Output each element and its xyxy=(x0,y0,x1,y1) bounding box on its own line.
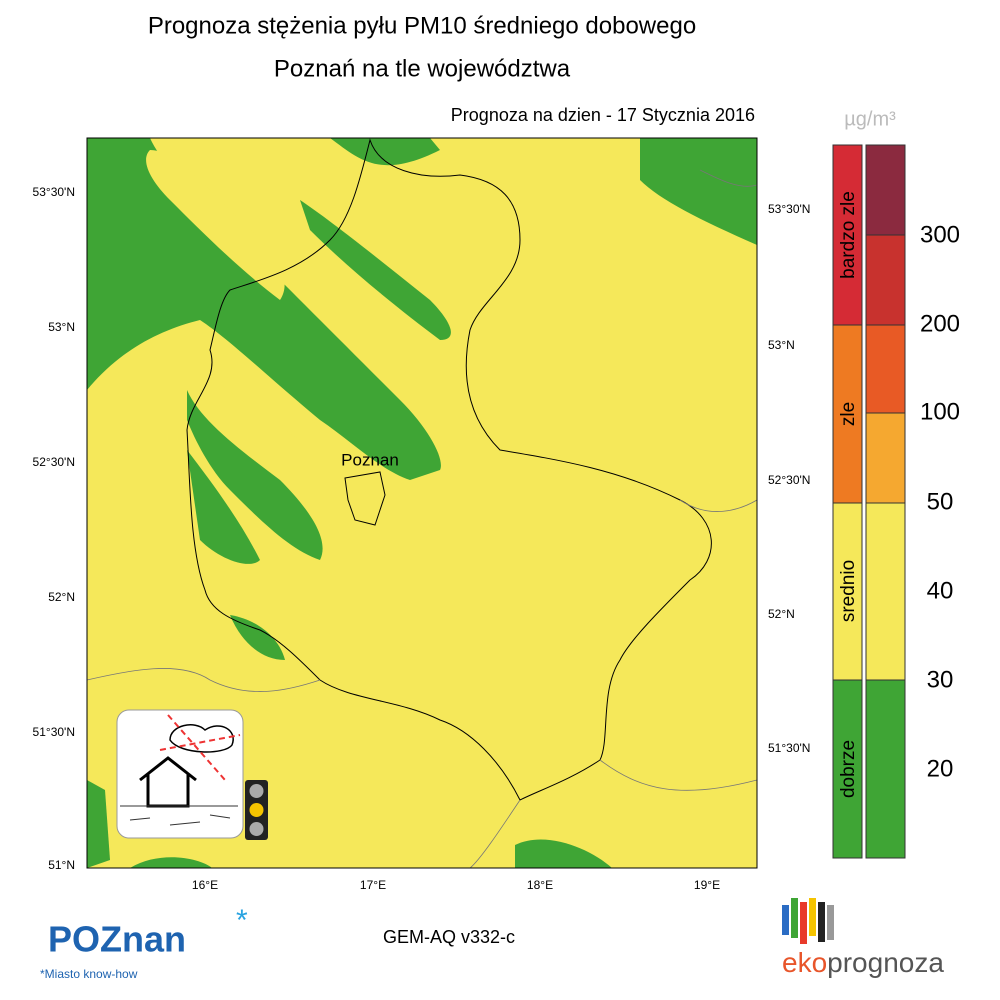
good-areas xyxy=(87,138,757,868)
city-label: Poznan xyxy=(341,450,399,469)
level-label: 50 xyxy=(927,488,954,515)
lon-label: 18°E xyxy=(527,878,553,892)
inset-icon xyxy=(116,709,268,840)
lat-label: 53°30'N xyxy=(768,202,810,216)
level-label: 40 xyxy=(927,577,954,604)
lat-label: 53°N xyxy=(768,338,795,352)
legend: µg/m³ bardzo zle zle srednio dobrze 300 … xyxy=(832,108,960,859)
brand-prefix: eko xyxy=(782,947,827,978)
level-box xyxy=(865,324,906,414)
class-label: bardzo zle xyxy=(838,191,859,279)
lat-label: 51°30'N xyxy=(768,741,810,755)
city-logo: POZnan xyxy=(48,919,186,960)
level-box xyxy=(865,412,906,504)
city-slogan: *Miasto know-how xyxy=(40,967,138,981)
borders xyxy=(186,138,712,801)
lat-label: 52°30'N xyxy=(33,455,75,469)
level-label: 20 xyxy=(927,755,954,782)
level-box xyxy=(865,679,906,859)
class-box xyxy=(832,679,863,859)
lat-label: 52°30'N xyxy=(768,473,810,487)
level-label: 200 xyxy=(920,310,960,337)
forecast-date: Prognoza na dzien - 17 Stycznia 2016 xyxy=(451,105,755,125)
level-label: 30 xyxy=(927,666,954,693)
lon-label: 17°E xyxy=(360,878,386,892)
level-label: 100 xyxy=(920,398,960,425)
lat-label: 52°N xyxy=(768,607,795,621)
lat-label: 52°N xyxy=(48,590,75,604)
subtitle: Poznań na tle województwa xyxy=(274,55,571,82)
level-box xyxy=(865,234,906,326)
brand-icon xyxy=(782,898,834,944)
logo-star: * xyxy=(236,904,248,937)
class-label: dobrze xyxy=(838,740,859,798)
class-label: srednio xyxy=(838,560,859,622)
footer: GEM-AQ v332-c POZnan * *Miasto know-how … xyxy=(40,898,944,981)
lat-label: 51°30'N xyxy=(33,725,75,739)
outer-borders xyxy=(86,169,758,869)
unit: µg/m³ xyxy=(844,108,896,130)
class-label: zle xyxy=(838,402,859,426)
lat-label: 53°N xyxy=(48,320,75,334)
lon-label: 19°E xyxy=(694,878,720,892)
brand: ekoprognoza xyxy=(782,947,944,978)
brand-suffix: prognoza xyxy=(827,947,944,978)
level-box xyxy=(865,502,906,681)
level-label: 300 xyxy=(920,221,960,248)
lon-labels: 16°E 17°E 18°E 19°E xyxy=(192,878,720,892)
lat-label: 53°30'N xyxy=(33,185,75,199)
lon-label: 16°E xyxy=(192,878,218,892)
model-name: GEM-AQ v332-c xyxy=(383,927,515,947)
class-box xyxy=(832,502,863,681)
lat-label: 51°N xyxy=(48,858,75,872)
level-box xyxy=(865,144,906,236)
title: Prognoza stężenia pyłu PM10 średniego do… xyxy=(148,12,696,39)
class-box xyxy=(832,324,863,504)
lat-labels-right: 53°30'N 53°N 52°30'N 52°N 51°30'N xyxy=(768,202,810,755)
map-frame xyxy=(86,137,758,869)
map: Poznan 53°30'N 53°N 52°30'N 52°N 51°30'N… xyxy=(33,137,810,892)
lat-labels-left: 53°30'N 53°N 52°30'N 52°N 51°30'N 51°N xyxy=(33,185,75,872)
